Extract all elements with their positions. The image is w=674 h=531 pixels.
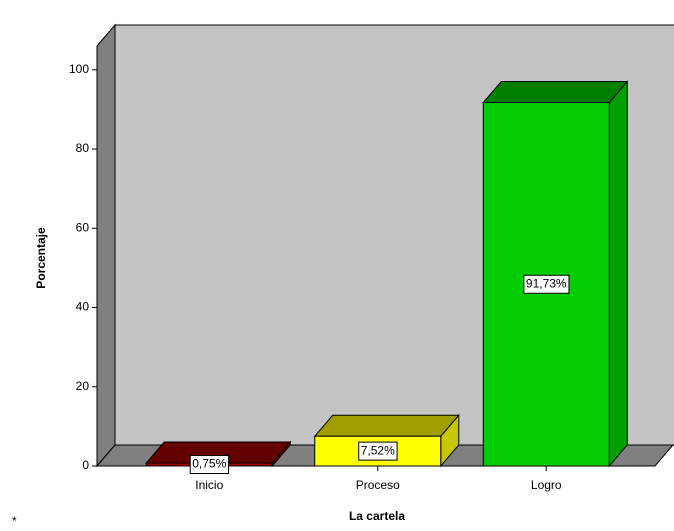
y-axis-label: Porcentaje <box>34 227 48 289</box>
value-label: 0,75% <box>192 457 226 471</box>
y-tick-label: 80 <box>76 141 90 155</box>
bar-top <box>313 414 460 437</box>
y-tick-label: 60 <box>76 220 90 234</box>
left-wall <box>96 23 116 468</box>
y-tick-label: 100 <box>69 62 89 76</box>
bar-side <box>608 80 628 468</box>
value-label: 91,73% <box>526 276 567 290</box>
x-tick-label: Inicio <box>195 478 223 492</box>
y-tick-label: 0 <box>82 458 89 472</box>
bar-top <box>482 81 629 104</box>
x-axis-label: La cartela <box>349 509 405 523</box>
y-tick-label: 40 <box>76 300 90 314</box>
value-label-box <box>189 455 230 475</box>
value-label-box <box>523 274 570 294</box>
x-tick-label: Logro <box>531 478 562 492</box>
footnote: * <box>12 514 17 528</box>
x-tick-label: Proceso <box>356 478 400 492</box>
value-label: 7,52% <box>361 443 395 457</box>
y-tick-label: 20 <box>76 379 90 393</box>
value-label-box <box>358 441 398 461</box>
